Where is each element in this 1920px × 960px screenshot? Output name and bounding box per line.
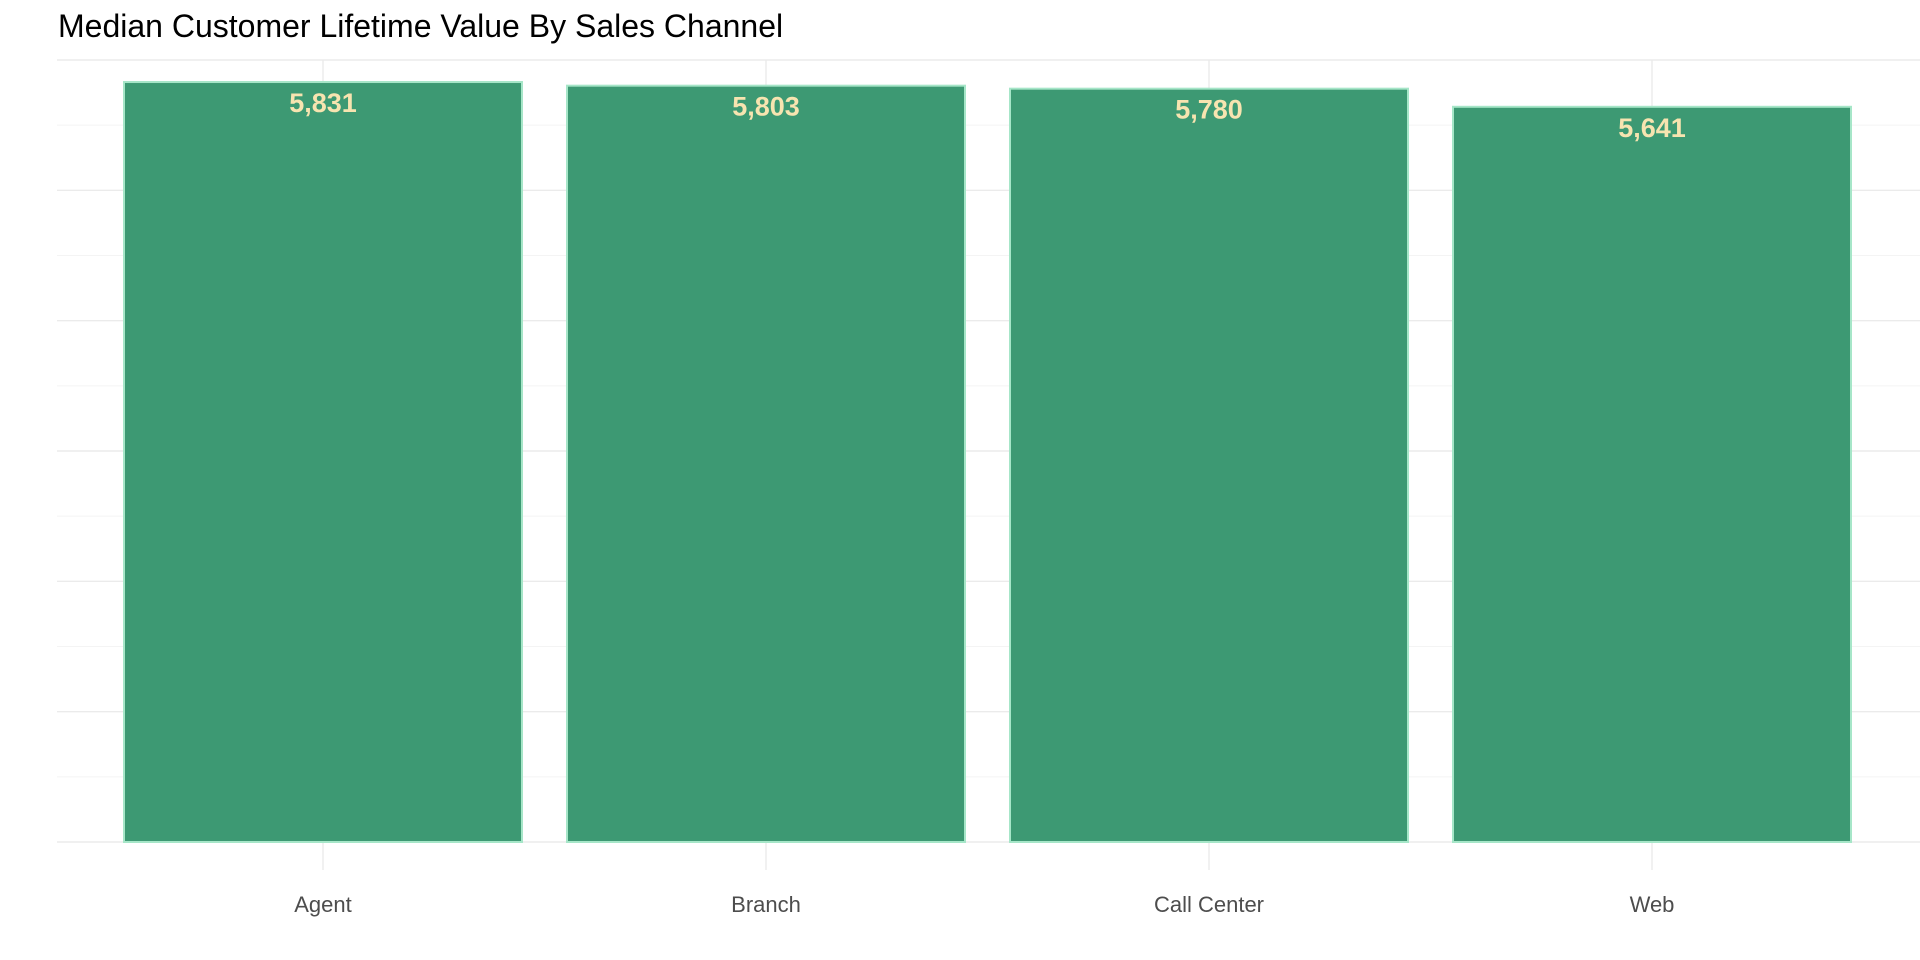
bar-call-center xyxy=(1009,87,1409,843)
bar-web xyxy=(1452,105,1852,843)
x-tick-label: Web xyxy=(1630,892,1675,917)
x-tick-label: Call Center xyxy=(1154,892,1264,917)
x-tick-label: Branch xyxy=(731,892,801,917)
value-label: 5,803 xyxy=(732,92,800,122)
x-axis-ticks: Agent Branch Call Center Web xyxy=(294,892,1674,917)
bar-agent xyxy=(123,81,523,844)
chart-title: Median Customer Lifetime Value By Sales … xyxy=(58,8,784,44)
value-label: 5,641 xyxy=(1618,113,1686,143)
value-labels: 5,831 5,803 5,780 5,641 xyxy=(289,88,1686,143)
value-label: 5,831 xyxy=(289,88,357,118)
bar-branch xyxy=(566,84,966,844)
value-label: 5,780 xyxy=(1175,95,1243,125)
x-tick-label: Agent xyxy=(294,892,352,917)
bars xyxy=(123,81,1852,844)
